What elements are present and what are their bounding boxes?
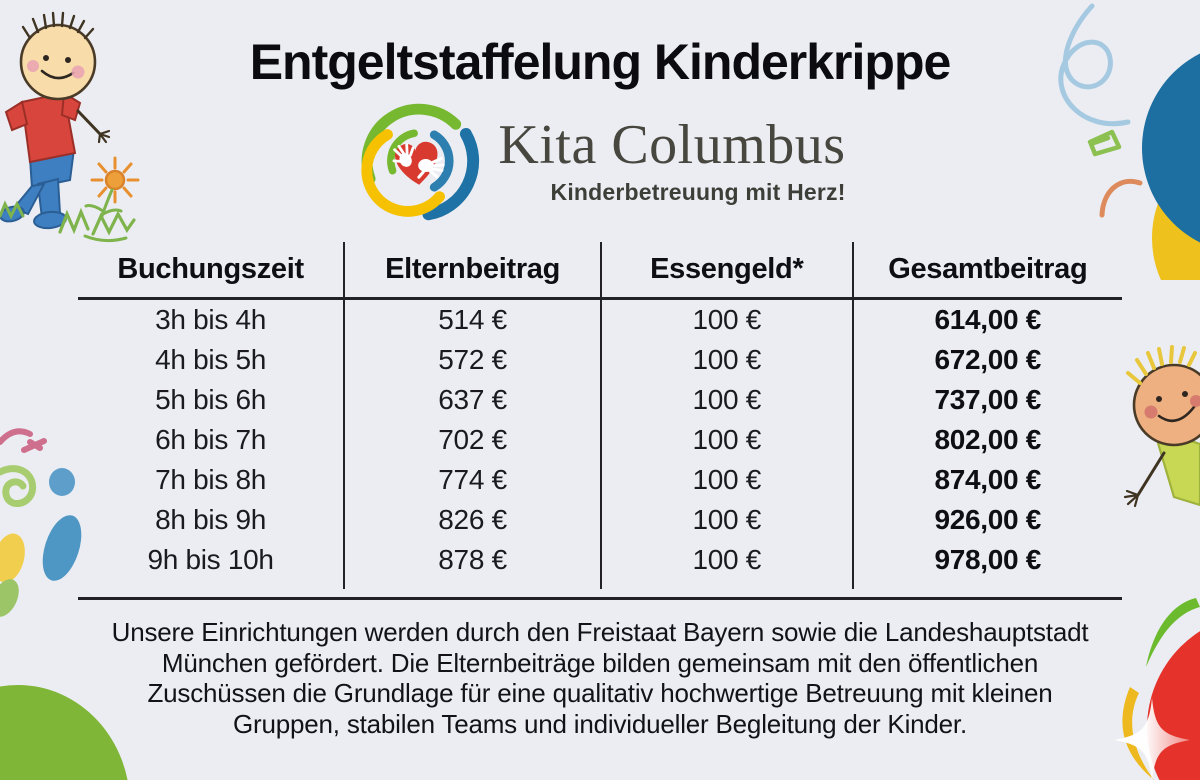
kita-logo: Kita Columbus Kinderbetreuung mit Herz! [78,94,1122,228]
table-cell: 926,00 € [934,504,1042,535]
table-cell: 826 € [438,504,507,535]
table-cell: 100 € [692,384,762,415]
column-essengeld: Essengeld* 100 € 100 € 100 € 100 € 100 €… [599,242,852,589]
table-cell: 9h bis 10h [147,544,274,575]
child-hand-icon [392,143,415,167]
table-cell: 100 € [692,464,762,495]
table-cell: 100 € [692,344,762,375]
footer-line: Gruppen, stabilen Teams und individuelle… [233,708,967,739]
table-cell: 874,00 € [934,464,1042,495]
table-cell: 6h bis 7h [155,424,267,455]
table-cell: 702 € [438,424,507,455]
table-cell: 514 € [438,304,507,335]
footer-line: Unsere Einrichtungen werden durch den Fr… [111,617,1089,647]
table-cell: 100 € [692,304,762,335]
column-header-elternbeitrag: Elternbeitrag [345,242,600,300]
table-cell: 672,00 € [934,344,1042,375]
footer-note: Unsere Einrichtungen werden durch den Fr… [78,617,1122,739]
table-cell: 3h bis 4h [155,304,267,335]
logo-swirl-icon [361,103,480,221]
table-cell: 7h bis 8h [155,464,267,495]
table-cell: 100 € [692,424,762,455]
footer-line: Zuschüssen die Grundlage für eine qualit… [147,678,1053,708]
footer-line: München gefördert. Die Elternbeiträge bi… [161,647,1039,678]
table-cell: 5h bis 6h [155,384,267,415]
logo-text: Kita Columbus Kinderbetreuung mit Herz! [498,116,845,206]
table-cell: 774 € [438,464,507,495]
heart-icon [392,141,446,185]
logo-name: Kita Columbus [498,114,846,177]
table-cell: 100 € [692,504,762,535]
table-cell: 8h bis 9h [155,504,267,535]
table-cell: 614,00 € [934,304,1042,335]
table-cell: 878 € [438,544,507,575]
column-gesamtbeitrag: Gesamtbeitrag 614,00 € 672,00 € 737,00 €… [851,242,1122,589]
table-cell: 737,00 € [934,384,1042,415]
column-buchungszeit: Buchungszeit 3h bis 4h 4h bis 5h 5h bis … [78,242,344,589]
parent-hand-icon [417,156,446,179]
table-cell: 637 € [438,384,507,415]
column-header-essengeld: Essengeld* [601,242,852,300]
table-cell: 802,00 € [934,424,1042,455]
table-cell: 4h bis 5h [155,344,267,375]
logo-tagline: Kinderbetreuung mit Herz! [550,178,846,205]
column-header-gesamtbeitrag: Gesamtbeitrag [853,242,1122,300]
price-table: Buchungszeit 3h bis 4h 4h bis 5h 5h bis … [78,242,1122,589]
page-title: Entgeltstaffelung Kinderkrippe [249,34,952,90]
table-cell: 572 € [438,344,507,375]
content-column: Entgeltstaffelung Kinderkrippe [78,34,1122,739]
table-cell: 100 € [692,544,762,575]
table-cell: 978,00 € [934,544,1042,575]
column-elternbeitrag: Elternbeitrag 514 € 572 € 637 € 702 € 77… [343,242,600,589]
column-header-buchungszeit: Buchungszeit [78,242,344,300]
table-bottom-divider [78,597,1122,600]
